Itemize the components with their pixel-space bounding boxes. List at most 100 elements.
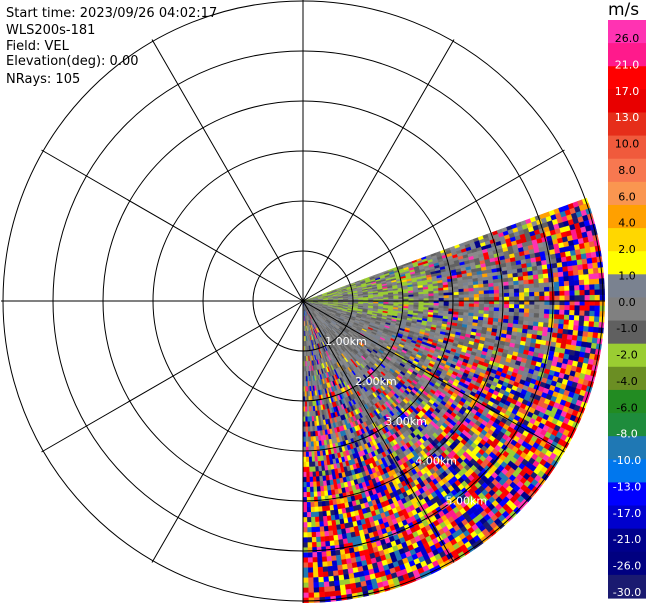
velocity-cell bbox=[548, 318, 555, 324]
velocity-cell bbox=[579, 310, 585, 317]
velocity-cell bbox=[578, 279, 585, 286]
velocity-cell bbox=[468, 309, 475, 314]
velocity-cell bbox=[523, 308, 530, 314]
velocity-cell bbox=[498, 307, 505, 312]
velocity-cell bbox=[473, 303, 480, 308]
velocity-cell bbox=[593, 278, 600, 285]
velocity-cell bbox=[508, 307, 515, 313]
velocity-cell bbox=[563, 319, 570, 326]
velocity-cell bbox=[529, 296, 535, 301]
velocity-cell bbox=[428, 298, 435, 301]
velocity-cell bbox=[533, 283, 540, 289]
velocity-cell bbox=[559, 305, 565, 311]
velocity-cell bbox=[587, 331, 594, 339]
velocity-cell bbox=[592, 332, 599, 339]
velocity-cell bbox=[488, 293, 495, 298]
velocity-cell bbox=[565, 255, 573, 262]
velocity-cell bbox=[564, 309, 570, 316]
velocity-cell bbox=[488, 283, 494, 288]
velocity-cell bbox=[594, 284, 600, 291]
velocity-cell bbox=[478, 290, 485, 295]
velocity-cell bbox=[577, 264, 584, 271]
velocity-cell bbox=[547, 272, 554, 279]
velocity-cell bbox=[594, 289, 601, 296]
velocity-cell bbox=[523, 283, 530, 289]
velocity-cell bbox=[468, 297, 475, 301]
velocity-cell bbox=[468, 306, 475, 311]
velocity-cell bbox=[533, 278, 540, 284]
velocity-cell bbox=[527, 321, 534, 327]
velocity-cell bbox=[438, 303, 445, 307]
velocity-cell bbox=[509, 292, 515, 298]
velocity-cell bbox=[443, 295, 450, 299]
velocity-cell bbox=[541, 264, 548, 270]
velocity-cell bbox=[559, 286, 565, 292]
velocity-cell bbox=[589, 305, 596, 312]
velocity-cell bbox=[494, 296, 500, 301]
velocity-cell bbox=[443, 303, 450, 307]
velocity-cell bbox=[503, 285, 510, 290]
velocity-cell bbox=[572, 264, 579, 272]
velocity-cell bbox=[560, 256, 568, 263]
velocity-cell bbox=[554, 295, 560, 301]
velocity-cell bbox=[453, 294, 460, 299]
velocity-cell bbox=[518, 280, 525, 286]
velocity-cell bbox=[463, 288, 470, 293]
velocity-cell bbox=[572, 270, 579, 276]
velocity-cell bbox=[567, 270, 574, 277]
velocity-cell bbox=[513, 284, 520, 290]
velocity-cell bbox=[513, 312, 520, 317]
velocity-cell bbox=[569, 295, 576, 301]
velocity-cell bbox=[547, 327, 554, 333]
velocity-cell bbox=[577, 330, 584, 337]
velocity-cell bbox=[562, 329, 569, 335]
velocity-cell bbox=[423, 295, 430, 299]
velocity-cell bbox=[524, 292, 530, 297]
velocity-cell bbox=[498, 282, 504, 287]
velocity-cell bbox=[503, 281, 510, 287]
velocity-cell bbox=[593, 321, 600, 328]
velocity-cell bbox=[503, 292, 510, 298]
velocity-cell bbox=[558, 314, 565, 320]
velocity-cell bbox=[468, 287, 475, 292]
velocity-cell bbox=[483, 286, 490, 291]
velocity-cell bbox=[518, 316, 525, 322]
velocity-cell bbox=[537, 269, 544, 275]
velocity-cell bbox=[548, 281, 555, 288]
velocity-cell bbox=[503, 307, 510, 313]
velocity-cell bbox=[498, 285, 505, 291]
velocity-cell bbox=[488, 307, 495, 312]
velocity-cell bbox=[507, 277, 514, 283]
velocity-cell bbox=[418, 296, 424, 299]
velocity-cell bbox=[533, 313, 540, 319]
velocity-cell bbox=[433, 295, 440, 299]
velocity-cell bbox=[588, 273, 595, 280]
velocity-cell bbox=[453, 306, 460, 310]
velocity-cell bbox=[493, 314, 500, 319]
velocity-cell bbox=[403, 296, 409, 300]
velocity-cell bbox=[523, 316, 530, 322]
velocity-cell bbox=[473, 294, 480, 298]
velocity-cell bbox=[589, 284, 595, 291]
velocity-cell bbox=[584, 284, 590, 291]
velocity-cell bbox=[586, 336, 593, 344]
velocity-cell bbox=[503, 311, 510, 316]
velocity-cell bbox=[568, 314, 575, 321]
velocity-cell bbox=[549, 309, 555, 315]
velocity-cell bbox=[524, 304, 530, 310]
velocity-cell bbox=[583, 274, 590, 281]
velocity-cell bbox=[579, 295, 586, 301]
velocity-cell bbox=[557, 266, 564, 273]
velocity-cell bbox=[483, 310, 490, 315]
velocity-cell bbox=[433, 293, 440, 297]
velocity-cell bbox=[512, 272, 519, 278]
velocity-cell bbox=[589, 294, 596, 301]
velocity-cell bbox=[523, 287, 530, 293]
velocity-cell bbox=[513, 308, 520, 313]
velocity-cell bbox=[593, 316, 600, 323]
velocity-cell bbox=[573, 275, 580, 281]
velocity-cell bbox=[478, 303, 485, 308]
velocity-cell bbox=[570, 254, 578, 262]
velocity-cell bbox=[563, 280, 570, 287]
velocity-cell bbox=[576, 259, 583, 266]
